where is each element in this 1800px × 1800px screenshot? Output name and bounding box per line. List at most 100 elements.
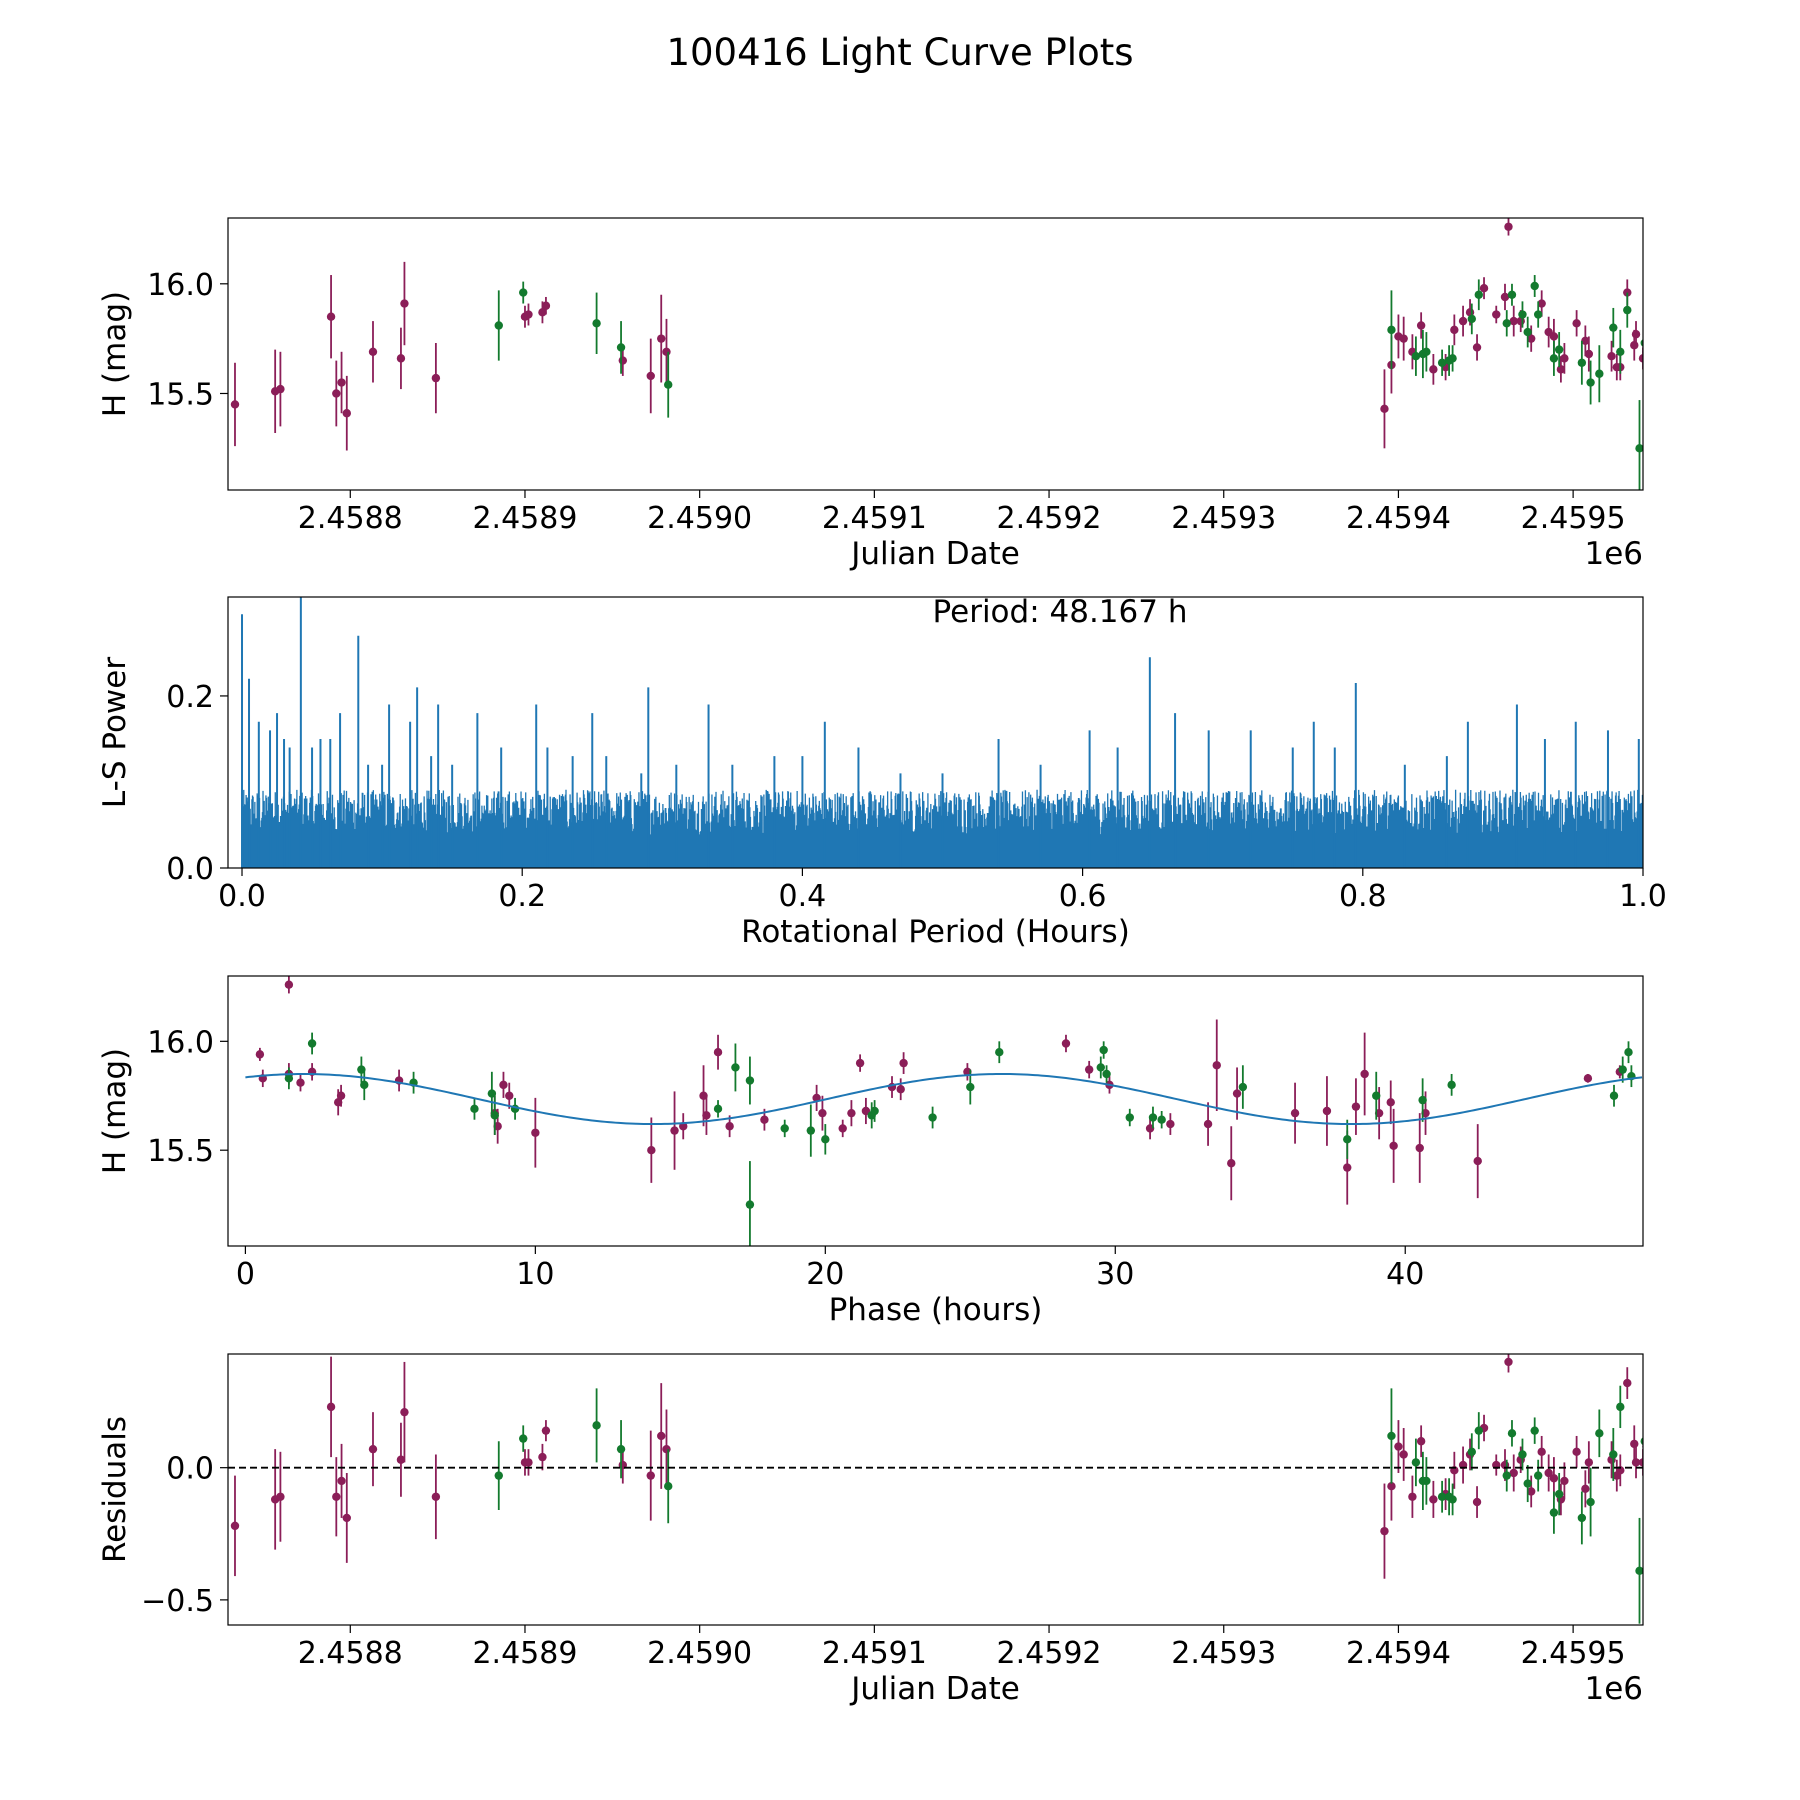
phased-data-point — [847, 1108, 856, 1118]
phased-xtick-label: 10 — [516, 1257, 554, 1292]
lightcurve-data-point — [1549, 332, 1559, 341]
phased-xtick-label: 30 — [1096, 1257, 1134, 1292]
residuals-data-point — [616, 1444, 626, 1454]
lightcurve-data-point — [1607, 351, 1616, 361]
phased-data-point — [1473, 1156, 1482, 1166]
residuals-data-point — [1429, 1495, 1438, 1504]
lightcurve-data-point — [519, 288, 528, 297]
phased-data-point — [1360, 1069, 1369, 1079]
residuals-data-point — [1572, 1447, 1581, 1457]
phased-data-point — [745, 1076, 755, 1085]
phased-data-point — [861, 1106, 871, 1116]
residuals-data-point — [1530, 1426, 1539, 1435]
phased-data-point — [284, 980, 294, 989]
phased-data-point — [1343, 1135, 1352, 1144]
lightcurve-data-point — [1411, 351, 1421, 361]
period-annotation: Period: 48.167 h — [933, 594, 1188, 630]
phased-data-point — [1099, 1045, 1108, 1055]
lightcurve-x-offset-label: 1e6 — [1584, 536, 1643, 572]
lightcurve-data-point — [1474, 290, 1483, 299]
phased-data-point — [470, 1104, 479, 1114]
residuals-xtick-label: 2.4591 — [822, 1636, 927, 1671]
lightcurve-data-point — [1572, 319, 1581, 328]
lightcurve-data-point — [494, 321, 503, 330]
residuals-data-point — [519, 1434, 528, 1443]
residuals-xtick-label: 2.4589 — [472, 1636, 577, 1671]
residuals-data-point — [1387, 1431, 1396, 1441]
lightcurve-data-point — [1448, 354, 1457, 363]
phased-data-point — [760, 1115, 769, 1124]
lightcurve-data-point — [1502, 319, 1511, 328]
lightcurve-data-point — [337, 378, 346, 387]
residuals-data-point — [1509, 1468, 1518, 1478]
lightcurve-data-point — [592, 319, 601, 328]
residuals-data-point — [1502, 1471, 1511, 1480]
phased-data-point — [821, 1135, 830, 1144]
phased-data-point — [307, 1039, 317, 1048]
lightcurve-data-point — [1467, 314, 1477, 324]
periodogram-xtick-label: 0.0 — [218, 879, 266, 914]
residuals-data-point — [1518, 1450, 1527, 1459]
residuals-data-point — [1586, 1497, 1595, 1507]
phased-data-point — [1290, 1108, 1300, 1118]
residuals-data-point — [657, 1431, 666, 1441]
lightcurve-data-point — [1437, 358, 1447, 367]
residuals-data-point — [538, 1452, 547, 1462]
lightcurve-data-point — [332, 389, 341, 398]
lightcurve-xtick-label: 2.4589 — [472, 501, 577, 536]
phased-ytick-label: 16.0 — [147, 1025, 214, 1060]
residuals-data-point — [1408, 1492, 1417, 1501]
lightcurve-data-point — [1450, 325, 1459, 335]
phased-data-point — [1166, 1119, 1175, 1129]
periodogram-plot-frame — [227, 596, 1644, 869]
phased-data-point — [1203, 1119, 1213, 1129]
lightcurve-data-point — [664, 380, 673, 389]
lightcurve-data-point — [276, 384, 285, 394]
phased-data-point — [1157, 1115, 1166, 1124]
residuals-data-point — [342, 1513, 351, 1523]
residuals-data-point — [1631, 1458, 1641, 1467]
phased-data-point — [818, 1108, 827, 1118]
lightcurve-data-point — [1595, 369, 1604, 378]
residuals-data-point — [1623, 1378, 1632, 1388]
phased-data-point — [870, 1106, 879, 1116]
residuals-data-point — [524, 1458, 533, 1467]
periodogram-xlabel: Rotational Period (Hours) — [741, 914, 1130, 950]
phased-data-point — [725, 1122, 734, 1131]
lightcurve-data-point — [368, 347, 378, 357]
phased-data-point — [1343, 1163, 1352, 1172]
residuals-ytick-label: −0.5 — [141, 1584, 214, 1619]
phased-ytick-label: 15.5 — [147, 1134, 214, 1169]
residuals-data-point — [1640, 1437, 1643, 1446]
phased-data-point — [255, 1050, 265, 1059]
phased-data-point — [896, 1085, 905, 1094]
phased-data-point — [499, 1080, 508, 1090]
phased-data-point — [1351, 1102, 1361, 1111]
phased-data-point — [1148, 1113, 1158, 1122]
residuals-xtick-label: 2.4592 — [997, 1636, 1102, 1671]
phased-data-point — [702, 1111, 711, 1120]
lightcurve-data-point — [541, 301, 551, 310]
lightcurve-data-point — [396, 354, 406, 363]
residuals-data-point — [1560, 1476, 1569, 1486]
phased-data-point — [1322, 1106, 1332, 1116]
phased-xlabel: Phase (hours) — [829, 1292, 1043, 1328]
lightcurve-data-point — [1640, 339, 1643, 347]
residuals-data-point — [1448, 1495, 1457, 1504]
residuals-ylabel: Residuals — [97, 1416, 133, 1563]
residuals-xtick-label: 2.4595 — [1521, 1636, 1626, 1671]
residuals-data-point — [1394, 1442, 1403, 1451]
lightcurve-xtick-label: 2.4590 — [647, 501, 752, 536]
phased-data-point — [731, 1063, 740, 1072]
phased-data-point — [713, 1048, 723, 1057]
phased-data-point — [1212, 1061, 1221, 1070]
residuals-x-offset-label: 1e6 — [1584, 1671, 1643, 1707]
lightcurve-data-point — [1537, 299, 1546, 308]
lightcurve-data-point — [1554, 345, 1564, 354]
lightcurve-data-point — [1616, 347, 1625, 357]
lightcurve-data-point — [1500, 292, 1510, 302]
phased-data-point — [1386, 1098, 1395, 1107]
lightcurve-data-point — [1609, 323, 1618, 332]
lightcurve-data-point — [1429, 365, 1438, 374]
